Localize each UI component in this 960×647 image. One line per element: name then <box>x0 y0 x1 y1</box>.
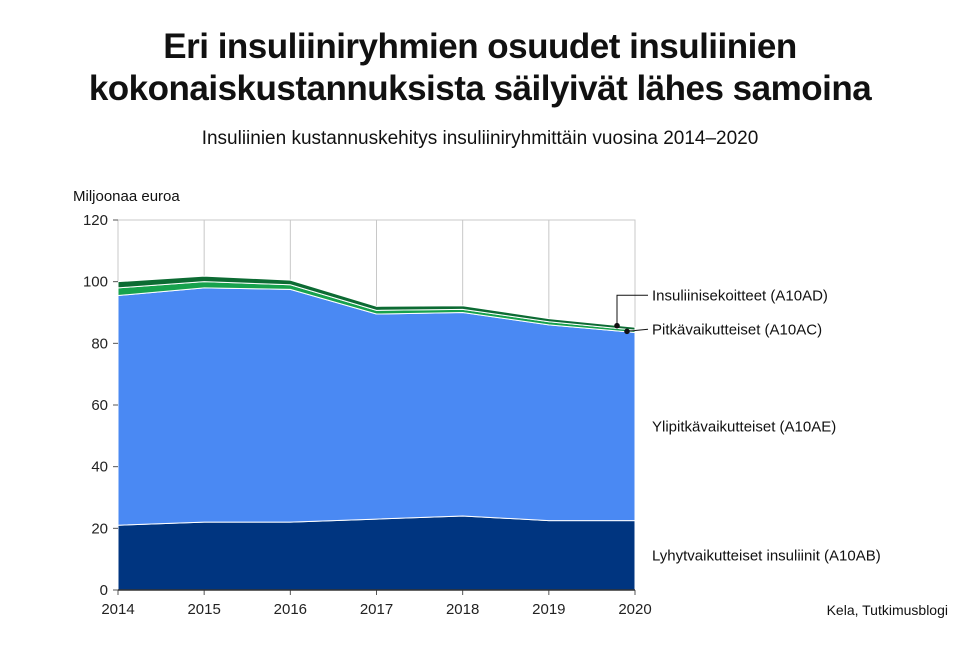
axes: 0 20 40 60 80 100 120 2014 2015 2016 2017 2018 2019 2… <box>83 212 652 618</box>
area-series-1 <box>117 515 636 591</box>
x-tick-label: 2018 <box>446 601 479 618</box>
series-label-4: Insuliinisekoitteet (A10AD) <box>652 287 828 304</box>
series-label-3: Pitkävaikutteiset (A10AC) <box>652 321 822 338</box>
chart-title-line-1: Eri insuliiniryhmien osuudet insuliinien <box>163 27 797 66</box>
x-tick-label: 2020 <box>618 601 651 618</box>
series-labels: Lyhytvaikutteiset insuliinit (A10AB) Ylip… <box>614 287 881 564</box>
y-tick-label: 60 <box>91 397 108 414</box>
y-axis-title: Miljoonaa euroa <box>73 188 180 205</box>
x-tick-label: 2017 <box>360 601 393 618</box>
x-tick-label: 2014 <box>101 601 134 618</box>
x-tick-label: 2019 <box>532 601 565 618</box>
leader-dot <box>624 328 630 335</box>
chart-subtitle: Insuliinien kustannuskehitys insuliiniry… <box>201 128 759 149</box>
series-label-1: Lyhytvaikutteiset insuliinit (A10AB) <box>652 547 881 564</box>
y-tick-label: 20 <box>91 520 108 537</box>
source-credit: Kela, Tutkimusblogi <box>826 602 948 618</box>
x-tick-label: 2015 <box>187 601 220 618</box>
y-tick-label: 0 <box>100 582 108 599</box>
leader-line <box>626 328 649 332</box>
series-label-2: Ylipitkävaikutteiset (A10AE) <box>652 419 836 436</box>
y-tick-label: 100 <box>83 274 108 291</box>
leader-line <box>616 294 648 326</box>
y-tick-label: 120 <box>83 212 108 229</box>
chart-title-line-2: kokonaiskustannuksista säilyivät lähes s… <box>88 69 872 108</box>
y-tick-label: 40 <box>91 459 108 476</box>
chart-title: Eri insuliiniryhmien osuudet insuliinien… <box>0 26 960 110</box>
x-tick-label: 2016 <box>274 601 307 618</box>
y-tick-label: 80 <box>91 335 108 352</box>
areas <box>117 275 636 591</box>
